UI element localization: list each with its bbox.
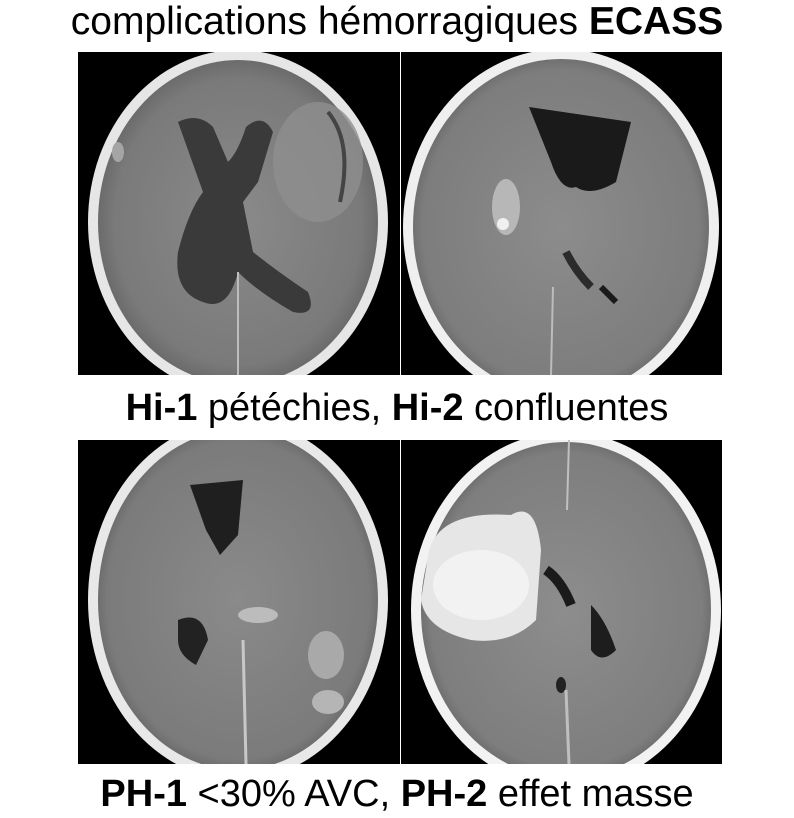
- ct-brain-image: [403, 52, 719, 375]
- ph2-text: effet masse: [487, 773, 694, 815]
- title-text: complications hémorragiques: [70, 0, 589, 43]
- ct-scan-ph-2: [401, 440, 722, 764]
- ph2-label: PH-2: [400, 773, 488, 815]
- ct-brain-image: [88, 52, 388, 375]
- hi2-label: Hi-2: [391, 387, 464, 429]
- ct-brain-image: [411, 440, 721, 764]
- hi-caption: Hi-1 pétéchies, Hi-2 confluentes: [0, 389, 794, 427]
- ph-caption: PH-1 <30% AVC, PH-2 effet masse: [0, 775, 794, 813]
- hi1-text: pétéchies,: [197, 387, 392, 429]
- title-bold: ECASS: [588, 0, 724, 43]
- ct-scan-hi-2: [401, 52, 722, 375]
- ph1-label: PH-1: [100, 773, 187, 815]
- ct-scan-ph-1: [78, 440, 400, 764]
- ct-brain-image: [88, 440, 388, 764]
- hi2-text: confluentes: [463, 387, 669, 429]
- ph1-text: <30% AVC,: [187, 773, 401, 815]
- ct-scan-hi-1: [78, 52, 400, 375]
- page-title: complications hémorragiques ECASS: [0, 2, 794, 41]
- hi1-label: Hi-1: [125, 387, 198, 429]
